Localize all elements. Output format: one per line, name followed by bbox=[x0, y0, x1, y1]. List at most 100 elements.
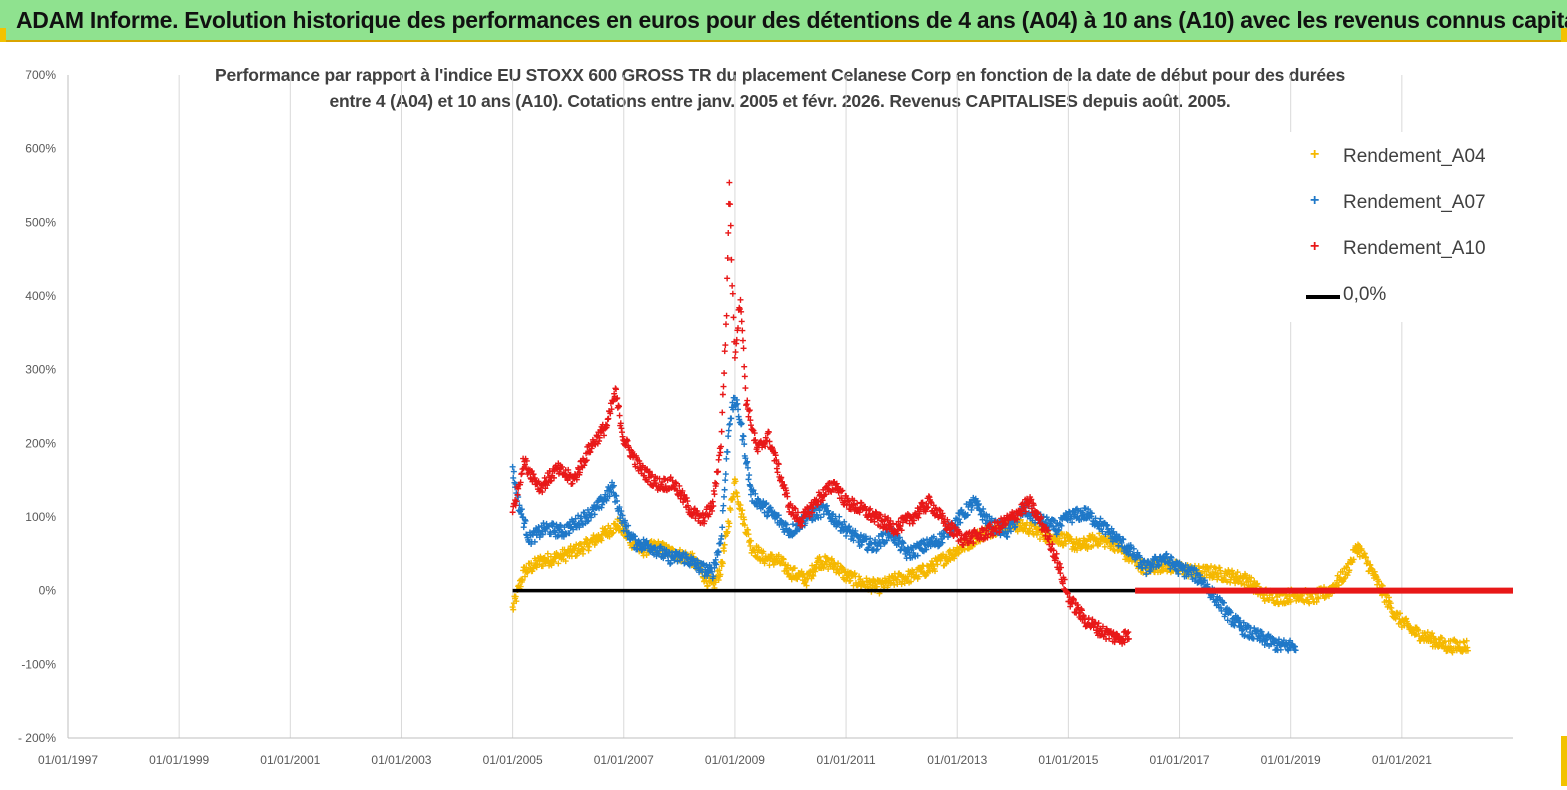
data-point bbox=[719, 524, 726, 531]
data-point bbox=[780, 556, 787, 563]
data-point bbox=[1137, 554, 1144, 561]
data-point bbox=[739, 327, 746, 334]
series-rendement-a10 bbox=[509, 179, 1132, 647]
data-point bbox=[900, 540, 907, 547]
data-point bbox=[1050, 547, 1057, 554]
data-point bbox=[791, 565, 798, 572]
data-point bbox=[1115, 542, 1122, 549]
data-point bbox=[617, 420, 624, 427]
data-point bbox=[1143, 571, 1150, 578]
data-point bbox=[1237, 617, 1244, 624]
data-point bbox=[952, 515, 959, 522]
data-point bbox=[839, 487, 846, 494]
data-point bbox=[746, 407, 753, 414]
data-point bbox=[721, 370, 728, 377]
data-point bbox=[1073, 536, 1080, 543]
data-point bbox=[555, 560, 562, 567]
data-point bbox=[610, 482, 617, 489]
data-point bbox=[1035, 510, 1042, 517]
data-point bbox=[726, 420, 733, 427]
data-point bbox=[667, 559, 674, 566]
data-point bbox=[1053, 531, 1060, 538]
data-point bbox=[773, 456, 780, 463]
data-point bbox=[737, 502, 744, 509]
data-point bbox=[914, 552, 921, 559]
data-point bbox=[721, 541, 728, 548]
chart-legend: + Rendement_A04 + Rendement_A07 + Rendem… bbox=[1290, 132, 1520, 322]
data-point bbox=[1069, 519, 1076, 526]
data-point bbox=[781, 481, 788, 488]
data-point bbox=[964, 511, 971, 518]
data-point bbox=[873, 583, 880, 590]
data-point bbox=[1124, 630, 1131, 637]
data-point bbox=[550, 520, 557, 527]
data-point bbox=[723, 455, 730, 462]
data-point bbox=[1248, 574, 1255, 581]
data-point bbox=[957, 519, 964, 526]
data-point bbox=[669, 477, 676, 484]
data-point bbox=[835, 519, 842, 526]
data-point bbox=[792, 527, 799, 534]
data-point bbox=[925, 504, 932, 511]
data-point bbox=[823, 502, 830, 509]
data-point bbox=[752, 553, 759, 560]
data-point bbox=[1188, 571, 1195, 578]
data-point bbox=[657, 543, 664, 550]
data-point bbox=[936, 506, 943, 513]
data-point bbox=[725, 433, 732, 440]
data-point bbox=[1415, 627, 1422, 634]
y-tick-label-1: -100% bbox=[21, 657, 56, 671]
data-point bbox=[741, 373, 748, 380]
data-point bbox=[591, 511, 598, 518]
data-point bbox=[1085, 615, 1092, 622]
data-point bbox=[1053, 523, 1060, 530]
data-point bbox=[1271, 638, 1278, 645]
data-point bbox=[1120, 536, 1127, 543]
data-point bbox=[598, 537, 605, 544]
data-point bbox=[1227, 609, 1234, 616]
data-point bbox=[727, 506, 734, 513]
data-point bbox=[734, 400, 741, 407]
data-point bbox=[775, 512, 782, 519]
data-point bbox=[838, 495, 845, 502]
data-point bbox=[741, 363, 748, 370]
data-point bbox=[713, 480, 720, 487]
data-point bbox=[565, 466, 572, 473]
data-point bbox=[923, 546, 930, 553]
data-point bbox=[735, 406, 742, 413]
data-point bbox=[531, 538, 538, 545]
data-point bbox=[874, 515, 881, 522]
data-point bbox=[725, 229, 732, 236]
data-point bbox=[1057, 564, 1064, 571]
y-tick-label-2: 0% bbox=[39, 584, 57, 598]
data-point bbox=[1464, 647, 1471, 654]
data-point bbox=[1174, 567, 1181, 574]
data-point bbox=[1354, 550, 1361, 557]
data-point bbox=[1057, 521, 1064, 528]
data-point bbox=[809, 562, 816, 569]
data-point bbox=[720, 502, 727, 509]
data-point bbox=[847, 577, 854, 584]
data-point bbox=[1287, 637, 1294, 644]
data-point bbox=[969, 502, 976, 509]
data-point bbox=[713, 561, 720, 568]
data-point bbox=[704, 582, 711, 589]
x-tick-label-6: 01/01/2009 bbox=[705, 753, 765, 767]
data-point bbox=[883, 526, 890, 533]
data-point bbox=[676, 482, 683, 489]
data-point bbox=[715, 468, 722, 475]
data-point bbox=[1049, 541, 1056, 548]
data-point bbox=[1215, 573, 1222, 580]
data-point bbox=[937, 557, 944, 564]
data-point bbox=[1038, 514, 1045, 521]
data-point bbox=[802, 520, 809, 527]
data-point bbox=[890, 520, 897, 527]
data-point bbox=[1334, 577, 1341, 584]
data-point bbox=[930, 533, 937, 540]
data-point bbox=[739, 337, 746, 344]
y-tick-label-0: - 200% bbox=[18, 731, 56, 745]
data-point bbox=[1339, 568, 1346, 575]
data-point bbox=[1121, 639, 1128, 646]
data-point bbox=[1065, 532, 1072, 539]
data-point bbox=[539, 489, 546, 496]
